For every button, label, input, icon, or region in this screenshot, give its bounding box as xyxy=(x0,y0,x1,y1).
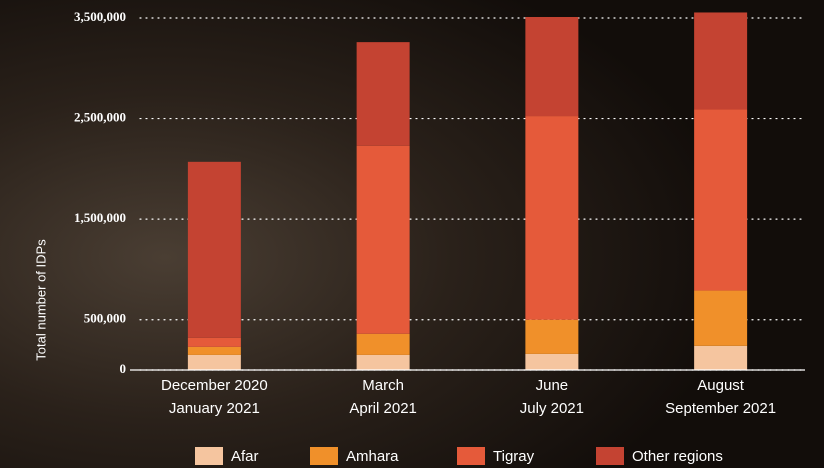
bar-segment xyxy=(525,319,579,354)
x-tick-label: December 2020 xyxy=(161,377,268,394)
bar-segment xyxy=(525,353,579,370)
x-tick-label: January 2021 xyxy=(169,400,260,417)
bar-segment xyxy=(694,109,748,291)
y-tick-label: 0 xyxy=(120,361,127,376)
y-tick-label: 500,000 xyxy=(84,311,126,326)
x-tick-label: September 2021 xyxy=(665,400,776,417)
bar-segment xyxy=(356,333,410,355)
bar-segment xyxy=(694,345,748,370)
legend-label: Other regions xyxy=(632,448,723,465)
bar-segment xyxy=(525,116,579,320)
bar-segment xyxy=(187,354,241,370)
legend-label: Afar xyxy=(231,448,259,465)
bar-segment xyxy=(694,12,748,110)
legend-label: Amhara xyxy=(346,448,399,465)
bar-segment xyxy=(187,161,241,338)
x-tick-label: April 2021 xyxy=(349,400,417,417)
bar-segment xyxy=(356,354,410,370)
x-tick-label: March xyxy=(362,377,404,394)
legend-label: Tigray xyxy=(493,448,535,465)
y-axis-label: Total number of IDPs xyxy=(33,239,48,361)
legend-swatch xyxy=(195,447,223,465)
bar-segment xyxy=(356,42,410,146)
legend-swatch xyxy=(457,447,485,465)
bar-segment xyxy=(525,16,579,117)
y-tick-label: 1,500,000 xyxy=(74,210,126,225)
bar-segment xyxy=(356,145,410,334)
y-tick-label: 3,500,000 xyxy=(74,9,126,24)
legend-swatch xyxy=(310,447,338,465)
x-tick-label: June xyxy=(536,377,569,394)
y-tick-label: 2,500,000 xyxy=(74,110,126,125)
x-tick-label: July 2021 xyxy=(520,400,584,417)
bar-segment xyxy=(187,337,241,347)
x-tick-label: August xyxy=(697,377,745,394)
legend-swatch xyxy=(596,447,624,465)
bar-segment xyxy=(187,346,241,355)
bar-segment xyxy=(694,290,748,346)
